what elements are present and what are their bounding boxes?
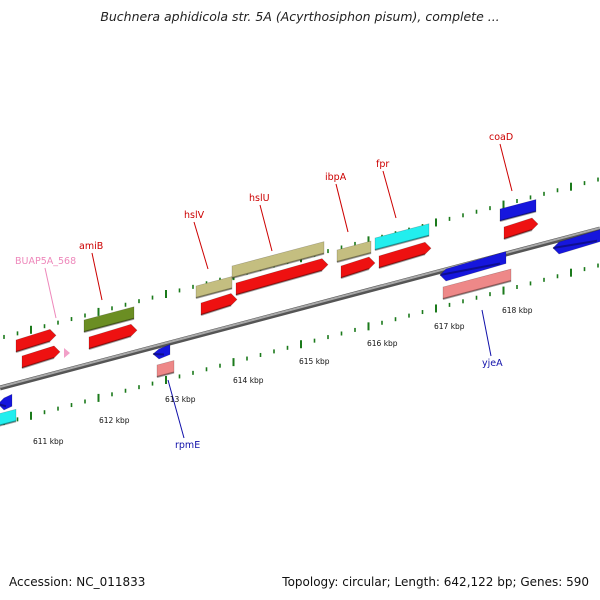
- kbp-label-611: 611 kbp: [33, 437, 64, 446]
- gene-block-fpr-body: [378, 241, 432, 269]
- gene-block-left-edge-cyan-shade: [0, 420, 17, 427]
- kbp-label-612: 612 kbp: [99, 416, 130, 425]
- gene-block-rpme-pink: [156, 360, 175, 378]
- gene-block-buap5a-568-b-shade: [21, 356, 55, 369]
- gene-block-coad-shade: [503, 229, 533, 240]
- gene-block-ibpa-khaki-shade: [336, 252, 372, 263]
- leader-yjea: [481, 309, 492, 357]
- gene-block-hslu-body: [235, 258, 329, 296]
- gene-block-fpr: [378, 241, 432, 269]
- kbp-label-616: 616 kbp: [367, 339, 398, 348]
- gene-block-hslv-shade: [200, 304, 232, 316]
- gene-block-left-edge-blue-shade: [0, 403, 7, 408]
- leader-fpr: [382, 170, 397, 219]
- gene-block-buap5a-568-a: [15, 329, 57, 353]
- gene-block-coad-body: [503, 217, 539, 240]
- leader-buap5a-568: [44, 267, 57, 319]
- kbp-label-617: 617 kbp: [434, 322, 465, 331]
- gene-block-hslu-khaki-body: [231, 241, 325, 279]
- genome-stats-text: Topology: circular; Length: 642,122 bp; …: [282, 575, 589, 589]
- gene-block-coad-blue: [499, 199, 537, 222]
- gene-block-fpr-cyan-body: [374, 223, 430, 251]
- accession-text: Accession: NC_011833: [9, 575, 146, 589]
- map-title: Buchnera aphidicola str. 5A (Acyrthosiph…: [100, 9, 500, 24]
- feature-tracks: [0, 199, 600, 427]
- gene-block-coad-blue-shade: [499, 210, 537, 222]
- gene-block-ibpa-body: [340, 256, 376, 279]
- gene-block-coad-blue-body: [499, 199, 537, 222]
- gene-label-amib[interactable]: amiB: [79, 241, 103, 252]
- gene-block-yjea: [439, 251, 507, 282]
- gene-block-rpme-pink-shade: [156, 371, 175, 378]
- gene-block-hslu-khaki: [231, 241, 325, 279]
- gene-block-yjea-pink: [442, 268, 512, 300]
- gene-block-amib-body: [88, 323, 138, 350]
- gene-block-rpme-pink-body: [156, 360, 175, 378]
- gene-block-hslv-body: [200, 293, 238, 316]
- gene-block-left-edge-blue-body: [0, 393, 13, 411]
- gene-block-amib-olive-body: [83, 306, 135, 333]
- leader-amib: [91, 252, 103, 301]
- gene-block-rpme-body: [152, 344, 171, 360]
- gene-block-right-edge-body: [552, 229, 600, 255]
- kbp-label-613: 613 kbp: [165, 395, 196, 404]
- gene-label-yjea[interactable]: yjeA: [482, 358, 503, 369]
- gene-block-hslv: [200, 293, 238, 316]
- kbp-label-615: 615 kbp: [299, 357, 330, 366]
- gene-label-hslv[interactable]: hslV: [184, 210, 205, 221]
- gene-block-yjea-pink-shade: [442, 280, 512, 300]
- gene-block-left-edge-cyan: [0, 408, 17, 427]
- leader-rpme: [167, 379, 185, 439]
- gene-block-right-edge: [552, 229, 600, 255]
- gene-block-ibpa-khaki: [336, 240, 372, 263]
- gene-block-buap5a-568-b-body: [21, 345, 61, 369]
- gene-block-hslv-khaki: [195, 276, 233, 299]
- gene-block-left-edge-cyan-body: [0, 408, 17, 426]
- gene-block-right-edge-shade: [552, 239, 598, 249]
- gene-block-yjea-body: [439, 251, 507, 282]
- gene-label-coad[interactable]: coaD: [489, 132, 513, 143]
- gene-label-buap5a-568[interactable]: BUAP5A_568: [15, 256, 76, 267]
- gene-block-buap5a-568-marker: [64, 348, 70, 358]
- leader-coad: [499, 143, 513, 192]
- gene-block-rpme: [152, 344, 171, 360]
- gene-label-hslu[interactable]: hslU: [249, 193, 270, 204]
- gene-block-ibpa-khaki-body: [336, 240, 372, 263]
- gene-label-ibpa[interactable]: ibpA: [325, 172, 347, 183]
- gene-block-amib-olive-shade: [83, 317, 135, 333]
- gene-block-amib-olive: [83, 306, 135, 333]
- kbp-label-614: 614 kbp: [233, 376, 264, 385]
- gene-block-hslu: [235, 258, 329, 296]
- gene-block-buap5a-568-a-shade: [15, 340, 51, 353]
- kbp-label-618: 618 kbp: [502, 306, 533, 315]
- gene-block-hslv-khaki-shade: [195, 287, 233, 299]
- gene-block-coad: [503, 217, 539, 240]
- gene-block-hslu-shade: [235, 269, 323, 296]
- gene-block-buap5a-568-a-body: [15, 329, 57, 353]
- gene-block-hslu-khaki-shade: [231, 252, 325, 279]
- leader-ibpa: [335, 183, 349, 233]
- gene-block-fpr-shade: [378, 253, 426, 269]
- gene-label-rpme[interactable]: rpmE: [175, 440, 200, 451]
- gene-label-fpr[interactable]: fpr: [376, 159, 389, 170]
- gene-block-yjea-shade: [439, 262, 501, 276]
- leader-hslv: [193, 221, 209, 270]
- gene-block-buap5a-568-b: [21, 345, 61, 369]
- gene-block-amib: [88, 323, 138, 350]
- gene-block-hslv-khaki-body: [195, 276, 233, 299]
- gene-block-yjea-pink-body: [442, 268, 512, 300]
- gene-block-fpr-cyan-shade: [374, 234, 430, 251]
- label-leaders: [44, 143, 513, 439]
- gene-block-fpr-cyan: [374, 223, 430, 251]
- gene-block-ibpa-shade: [340, 268, 370, 279]
- gene-block-left-edge-blue: [0, 393, 13, 411]
- gene-block-ibpa: [340, 256, 376, 279]
- gene-block-amib-shade: [88, 335, 132, 350]
- leader-hslu: [259, 204, 273, 252]
